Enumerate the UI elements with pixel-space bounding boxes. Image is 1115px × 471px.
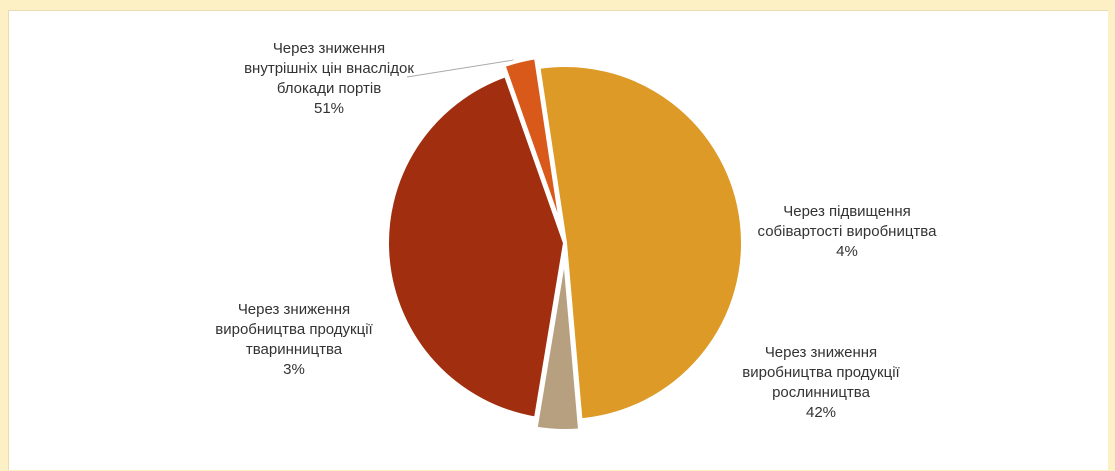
pie-chart: Через зниження внутрішніх цін внаслідок бл… bbox=[215, 40, 938, 433]
data-label-line: собівартості виробництва bbox=[758, 223, 938, 240]
slice-livestock-production bbox=[501, 55, 565, 236]
chart-frame: Через зниження внутрішніх цін внаслідок бл… bbox=[8, 10, 1108, 470]
data-label-percent: 51% bbox=[314, 100, 344, 117]
data-label-line: внутрішніх цін внаслідок bbox=[244, 60, 414, 77]
data-label-line: блокади портів bbox=[277, 80, 381, 97]
data-label-line: Через зниження bbox=[273, 40, 385, 57]
data-label: Через підвищення собівартості виробництва… bbox=[758, 203, 938, 260]
data-label-percent: 42% bbox=[806, 404, 836, 421]
data-label: Через зниження виробництва продукції росли… bbox=[742, 344, 900, 421]
slice-crop-production bbox=[385, 73, 567, 421]
slice-production-cost bbox=[533, 250, 583, 433]
data-label-percent: 3% bbox=[283, 361, 305, 378]
data-label: Через зниження виробництва продукції твари… bbox=[215, 301, 373, 378]
data-label-line: Через зниження bbox=[238, 301, 350, 318]
data-label-line: Через зниження bbox=[765, 344, 877, 361]
slice-internal-prices bbox=[536, 63, 745, 423]
data-label-line: Через підвищення bbox=[783, 203, 911, 220]
data-label-line: тваринництва bbox=[246, 341, 343, 358]
data-label-percent: 4% bbox=[836, 243, 858, 260]
data-label: Через зниження внутрішніх цін внаслідок бл… bbox=[244, 40, 414, 117]
leader-line bbox=[406, 59, 515, 78]
data-label-line: виробництва продукції bbox=[742, 364, 900, 381]
data-label-line: виробництва продукції bbox=[215, 321, 373, 338]
data-label-line: рослинництва bbox=[772, 384, 871, 401]
